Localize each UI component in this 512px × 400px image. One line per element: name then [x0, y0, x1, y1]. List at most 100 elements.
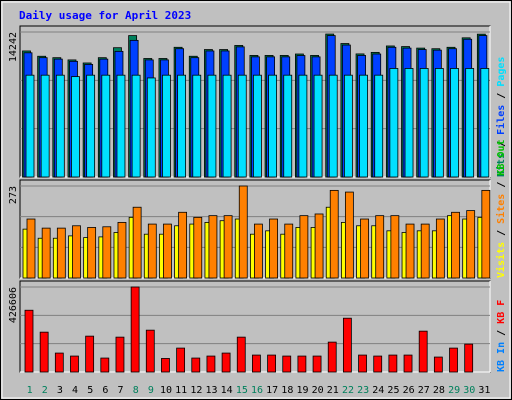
- bar-visits-sites-day-21: [329, 189, 339, 279]
- bar-kbf-kb-f-day-23: [358, 354, 367, 373]
- legend-item-kb-f: KB F: [496, 300, 507, 324]
- legend-item-hits: Hits: [495, 153, 507, 177]
- legend-separator: /: [496, 324, 507, 342]
- day-label-16: 16: [251, 385, 263, 396]
- bar-hits-pages-day-10: [162, 74, 171, 178]
- legend-item-visits: Visits: [495, 242, 507, 278]
- bar-visits-sites-day-5: [87, 227, 97, 279]
- bar-hits-pages-day-1: [25, 74, 35, 178]
- bar-kbf-kb-f-day-19: [297, 355, 307, 373]
- legend-item-files: Files: [495, 105, 507, 135]
- day-label-9: 9: [148, 385, 154, 396]
- day-label-7: 7: [118, 385, 124, 396]
- day-label-25: 25: [387, 385, 399, 396]
- day-label-31: 31: [478, 385, 490, 396]
- day-label-22: 22: [342, 385, 354, 396]
- day-label-28: 28: [433, 385, 445, 396]
- bar-hits-pages-day-16: [253, 74, 262, 178]
- bar-hits-pages-day-8: [131, 74, 141, 178]
- bar-hits-pages-day-5: [86, 74, 96, 178]
- bar-visits-sites-day-2: [41, 227, 51, 279]
- bar-visits-sites-day-13: [208, 215, 218, 279]
- bar-kbf-kb-f-day-7: [115, 336, 125, 373]
- legend-item-pages: Pages: [496, 57, 507, 87]
- bar-kbf-kb-f-day-18: [282, 355, 292, 373]
- bar-kbf-kb-f-day-2: [39, 331, 49, 373]
- bar-visits-sites-day-27: [420, 223, 430, 279]
- bar-visits-sites-day-12: [193, 216, 203, 279]
- day-label-2: 2: [42, 385, 48, 396]
- bar-visits-sites-day-26: [405, 223, 415, 279]
- bar-kbf-kb-f-day-20: [312, 355, 322, 373]
- bar-hits-pages-day-17: [268, 74, 277, 178]
- bar-kbf-kb-f-day-11: [176, 347, 186, 373]
- bar-visits-sites-day-7: [117, 221, 127, 279]
- bar-visits-sites-day-28: [435, 218, 445, 279]
- bar-visits-sites-day-20: [314, 213, 324, 279]
- bar-kbf-kb-f-day-14: [221, 352, 231, 373]
- bar-visits-sites-day-15: [238, 185, 248, 279]
- bar-hits-pages-day-9: [146, 77, 156, 178]
- bar-visits-sites-day-25: [390, 215, 400, 279]
- bar-hits-pages-day-3: [55, 74, 65, 178]
- panel-visits: 273 Visits / Sites / KB Out: [8, 140, 507, 279]
- bar-kbf-kb-f-day-4: [70, 355, 79, 373]
- bar-visits-sites-day-23: [360, 218, 369, 279]
- bar-kbf-kb-f-day-9: [145, 329, 155, 373]
- legend-item-sites: Sites: [495, 194, 507, 224]
- bar-hits-pages-day-15: [237, 74, 247, 178]
- day-label-8: 8: [133, 385, 139, 396]
- day-label-27: 27: [418, 385, 430, 396]
- day-label-6: 6: [102, 385, 108, 396]
- legend-separator: /: [496, 135, 507, 153]
- bar-kbf-kb-f-day-6: [100, 357, 110, 373]
- bar-kbf-kb-f-day-24: [373, 355, 383, 373]
- bar-visits-sites-day-22: [344, 191, 354, 279]
- bar-visits-sites-day-3: [56, 227, 66, 279]
- bar-kbf-kb-f-day-1: [24, 309, 34, 373]
- legend-separator: /: [496, 87, 507, 105]
- bar-hits-pages-day-19: [298, 74, 308, 178]
- bar-kbf-kb-f-day-21: [327, 341, 337, 373]
- bar-hits-pages-day-4: [71, 76, 80, 178]
- bar-kbf-kb-f-day-5: [85, 335, 95, 373]
- panel-kbf: 426606 KB In / KB F: [8, 280, 507, 373]
- bar-kbf-kb-f-day-26: [403, 354, 413, 373]
- legend-separator: /: [496, 176, 507, 194]
- bar-hits-pages-day-20: [313, 74, 323, 178]
- day-label-30: 30: [463, 385, 475, 396]
- bar-hits-pages-day-14: [222, 74, 232, 178]
- bar-kbf-kb-f-day-10: [161, 358, 170, 373]
- bar-visits-sites-day-4: [72, 225, 81, 279]
- bar-visits-sites-day-29: [451, 211, 460, 279]
- bar-visits-sites-day-31: [481, 189, 491, 279]
- bar-visits-sites-day-16: [254, 223, 263, 279]
- day-label-13: 13: [205, 385, 217, 396]
- legend-visits: Visits / Sites / KB Out: [495, 140, 507, 278]
- bar-visits-sites-day-8: [132, 206, 142, 279]
- day-label-15: 15: [236, 385, 248, 396]
- day-label-14: 14: [221, 385, 233, 396]
- day-label-10: 10: [160, 385, 172, 396]
- scale-label-kbf: 426606: [8, 287, 19, 323]
- bar-visits-sites-day-1: [26, 218, 36, 279]
- bar-kbf-kb-f-day-12: [191, 357, 201, 373]
- bar-hits-pages-day-23: [359, 74, 368, 178]
- bar-visits-sites-day-9: [147, 223, 157, 279]
- day-label-1: 1: [27, 385, 33, 396]
- bar-visits-sites-day-14: [223, 215, 233, 279]
- day-label-12: 12: [190, 385, 202, 396]
- bar-hits-pages-day-31: [480, 68, 490, 178]
- bar-visits-sites-day-24: [375, 215, 385, 279]
- legend-item-kb-out: KB Out: [496, 140, 507, 176]
- bar-hits-pages-day-2: [40, 74, 50, 178]
- bar-hits-pages-day-25: [389, 68, 399, 178]
- bar-visits-sites-day-11: [178, 211, 188, 279]
- day-label-18: 18: [281, 385, 293, 396]
- bar-visits-sites-day-19: [299, 215, 309, 279]
- bar-kbf-kb-f-day-25: [388, 354, 398, 373]
- legend-kbf: KB In / KB F: [496, 300, 507, 372]
- panel-hits: 14242 Hits / Files / Pages: [8, 25, 507, 178]
- day-label-17: 17: [266, 385, 278, 396]
